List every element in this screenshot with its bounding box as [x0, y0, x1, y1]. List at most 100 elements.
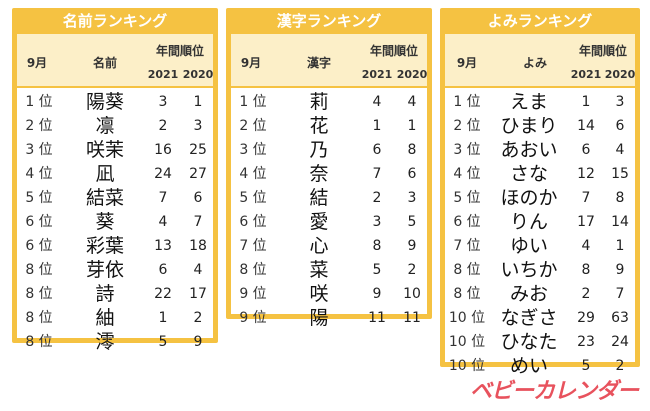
rank-2020-cell: 2	[193, 310, 203, 326]
table-row: 3 位 あおい 6 4	[445, 138, 635, 162]
rank-cell: 8 位	[25, 286, 53, 302]
table-row: 8 位 澪 5 9	[17, 330, 213, 354]
rank-2020-cell: 9	[407, 238, 417, 254]
reading-cell: みお	[509, 283, 548, 305]
rank-2021-cell: 29	[577, 310, 595, 326]
rank-2021-cell: 1	[158, 310, 168, 326]
rank-2021-cell: 24	[154, 166, 172, 182]
year-2020-header: 2020	[604, 68, 636, 81]
rank-cell: 9 位	[239, 286, 267, 302]
name-cell: 詩	[95, 283, 115, 305]
rank-cell: 4 位	[239, 166, 267, 182]
rank-2020-cell: 1	[407, 118, 417, 134]
rank-2021-cell: 5	[372, 262, 382, 278]
table-row: 1 位 莉 4 4	[231, 90, 427, 114]
rank-2021-cell: 4	[581, 238, 591, 254]
rank-2020-cell: 27	[189, 166, 207, 182]
item-header: 名前	[92, 56, 117, 70]
rank-cell: 10 位	[448, 334, 486, 350]
rank-cell: 3 位	[239, 142, 267, 158]
rank-cell: 8 位	[239, 262, 267, 278]
table-row: 4 位 凪 24 27	[17, 162, 213, 186]
rank-2021-cell: 6	[372, 142, 382, 158]
rank-2021-cell: 12	[577, 166, 595, 182]
rank-cell: 4 位	[453, 166, 481, 182]
rank-cell: 1 位	[453, 94, 481, 110]
rank-2021-cell: 5	[581, 358, 591, 374]
reading-cell: めい	[509, 355, 548, 377]
table-row: 6 位 彩葉 13 18	[17, 234, 213, 258]
kanji-cell: 莉	[309, 91, 329, 113]
table-row: 4 位 さな 12 15	[445, 162, 635, 186]
rank-cell: 1 位	[239, 94, 267, 110]
rank-cell: 7 位	[453, 238, 481, 254]
item-header: よみ	[522, 56, 547, 70]
rank-2020-cell: 9	[193, 334, 203, 350]
rank-cell: 10 位	[448, 310, 486, 326]
rank-2021-cell: 7	[581, 190, 591, 206]
table-row: 10 位 めい 5 2	[445, 354, 635, 378]
rank-2020-cell: 8	[407, 142, 417, 158]
table-header: 9月 名前 年間順位 2021 2020	[17, 34, 213, 86]
rank-2020-cell: 3	[615, 94, 625, 110]
rank-cell: 6 位	[453, 214, 481, 230]
rank-2020-cell: 1	[615, 238, 625, 254]
rank-2021-cell: 3	[158, 94, 168, 110]
table-row: 8 位 菜 5 2	[231, 258, 427, 282]
reading-cell: りん	[509, 211, 548, 233]
table-row: 8 位 紬 1 2	[17, 306, 213, 330]
year-2020-header: 2020	[396, 68, 428, 81]
month-header: 9月	[240, 56, 262, 70]
rank-2020-cell: 5	[407, 214, 417, 230]
rank-2020-cell: 2	[407, 262, 417, 278]
rank-2021-cell: 17	[577, 214, 595, 230]
table-row: 7 位 ゆい 4 1	[445, 234, 635, 258]
kanji-cell: 奈	[309, 163, 329, 185]
rank-cell: 8 位	[453, 262, 481, 278]
rank-cell: 8 位	[453, 286, 481, 302]
rank-2020-cell: 25	[189, 142, 207, 158]
name-cell: 彩葉	[85, 235, 124, 257]
rank-2021-cell: 2	[158, 118, 168, 134]
rank-2020-cell: 11	[403, 310, 421, 326]
rank-cell: 2 位	[453, 118, 481, 134]
reading-ranking-panel: よみランキング 9月 よみ 年間順位 2021 2020 1 位 えま 1 3 2 位…	[440, 8, 640, 377]
rank-2020-cell: 17	[189, 286, 207, 302]
table-row: 1 位 えま 1 3	[445, 90, 635, 114]
rank-2020-cell: 9	[615, 262, 625, 278]
years-header: 年間順位	[578, 44, 627, 58]
table-row: 3 位 咲茉 16 25	[17, 138, 213, 162]
rank-2021-cell: 5	[158, 334, 168, 350]
kanji-cell: 咲	[309, 283, 329, 305]
rank-2020-cell: 7	[615, 286, 625, 302]
rank-cell: 5 位	[453, 190, 481, 206]
table-row: 10 位なぎさ 29 63	[445, 306, 635, 330]
rank-2020-cell: 6	[407, 166, 417, 182]
rank-cell: 6 位	[25, 214, 53, 230]
rank-cell: 6 位	[239, 214, 267, 230]
rank-2020-cell: 3	[407, 190, 417, 206]
kanji-cell: 乃	[309, 139, 329, 161]
year-2020-header: 2020	[182, 68, 214, 81]
rank-2020-cell: 3	[193, 118, 203, 134]
rank-2021-cell: 8	[581, 262, 591, 278]
name-cell: 陽葵	[85, 91, 124, 113]
rank-cell: 3 位	[453, 142, 481, 158]
rank-cell: 5 位	[239, 190, 267, 206]
rank-2021-cell: 7	[158, 190, 168, 206]
table-row: 8 位 芽依 6 4	[17, 258, 213, 282]
table-row: 6 位 葵 4 7	[17, 210, 213, 234]
rank-2021-cell: 2	[372, 190, 382, 206]
name-cell: 芽依	[85, 259, 124, 281]
rank-2020-cell: 1	[193, 94, 203, 110]
rank-cell: 2 位	[25, 118, 53, 134]
rank-2021-cell: 22	[154, 286, 172, 302]
rank-2020-cell: 4	[193, 262, 203, 278]
table-row: 2 位 ひまり 14 6	[445, 114, 635, 138]
rank-2021-cell: 8	[372, 238, 382, 254]
reading-cell: さな	[509, 163, 548, 185]
table-row: 5 位 結菜 7 6	[17, 186, 213, 210]
panel-title: 名前ランキング	[62, 12, 168, 30]
year-2021-header: 2021	[361, 68, 393, 81]
